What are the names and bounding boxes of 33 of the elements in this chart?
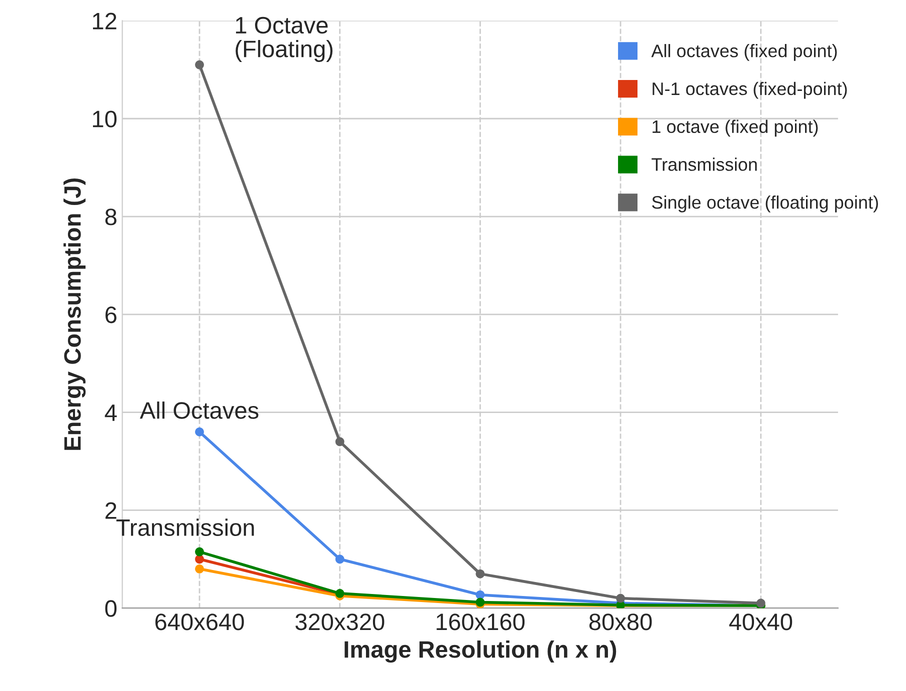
point [335, 554, 344, 564]
point [476, 590, 485, 600]
legend-label: N-1 octaves (fixed-point) [652, 82, 847, 99]
legend-label: Single octave (floating point) [652, 196, 878, 212]
y-tick-label: 6 [106, 306, 116, 324]
y-tick-label: 8 [105, 208, 116, 226]
point [195, 554, 204, 564]
point [195, 564, 204, 574]
y-tick-label: 0 [105, 600, 117, 617]
x-axis-title: Image Resolution (n x n) [344, 640, 616, 663]
y-tick-label: 4 [104, 404, 117, 421]
point [756, 598, 766, 608]
annotation: Transmission [116, 518, 254, 536]
legend-label: Transmission [652, 158, 757, 171]
annotation: All Octaves [140, 402, 258, 419]
x-tick-label: 640x640 [155, 614, 244, 630]
x-tick-label: 160x160 [436, 614, 525, 630]
x-tick-label: 320x320 [295, 614, 384, 630]
y-tick-label: 2 [106, 502, 116, 519]
y-tick-label: 12 [92, 12, 116, 30]
point [335, 437, 344, 446]
y-axis-title: Energy Consumption (J) [64, 178, 86, 450]
y-tick-label: 10 [92, 110, 117, 128]
x-tick-label: 40x40 [729, 614, 792, 630]
legend-label: 1 octave (fixed point) [652, 120, 818, 137]
annotation: 1 Octave (Floating) [236, 16, 332, 62]
x-tick-label: 80x80 [589, 614, 652, 630]
point [616, 594, 626, 603]
point [195, 547, 204, 556]
point [195, 427, 204, 436]
legend-label: All octaves (fixed point) [651, 44, 837, 61]
point [476, 569, 485, 578]
point [195, 60, 204, 70]
